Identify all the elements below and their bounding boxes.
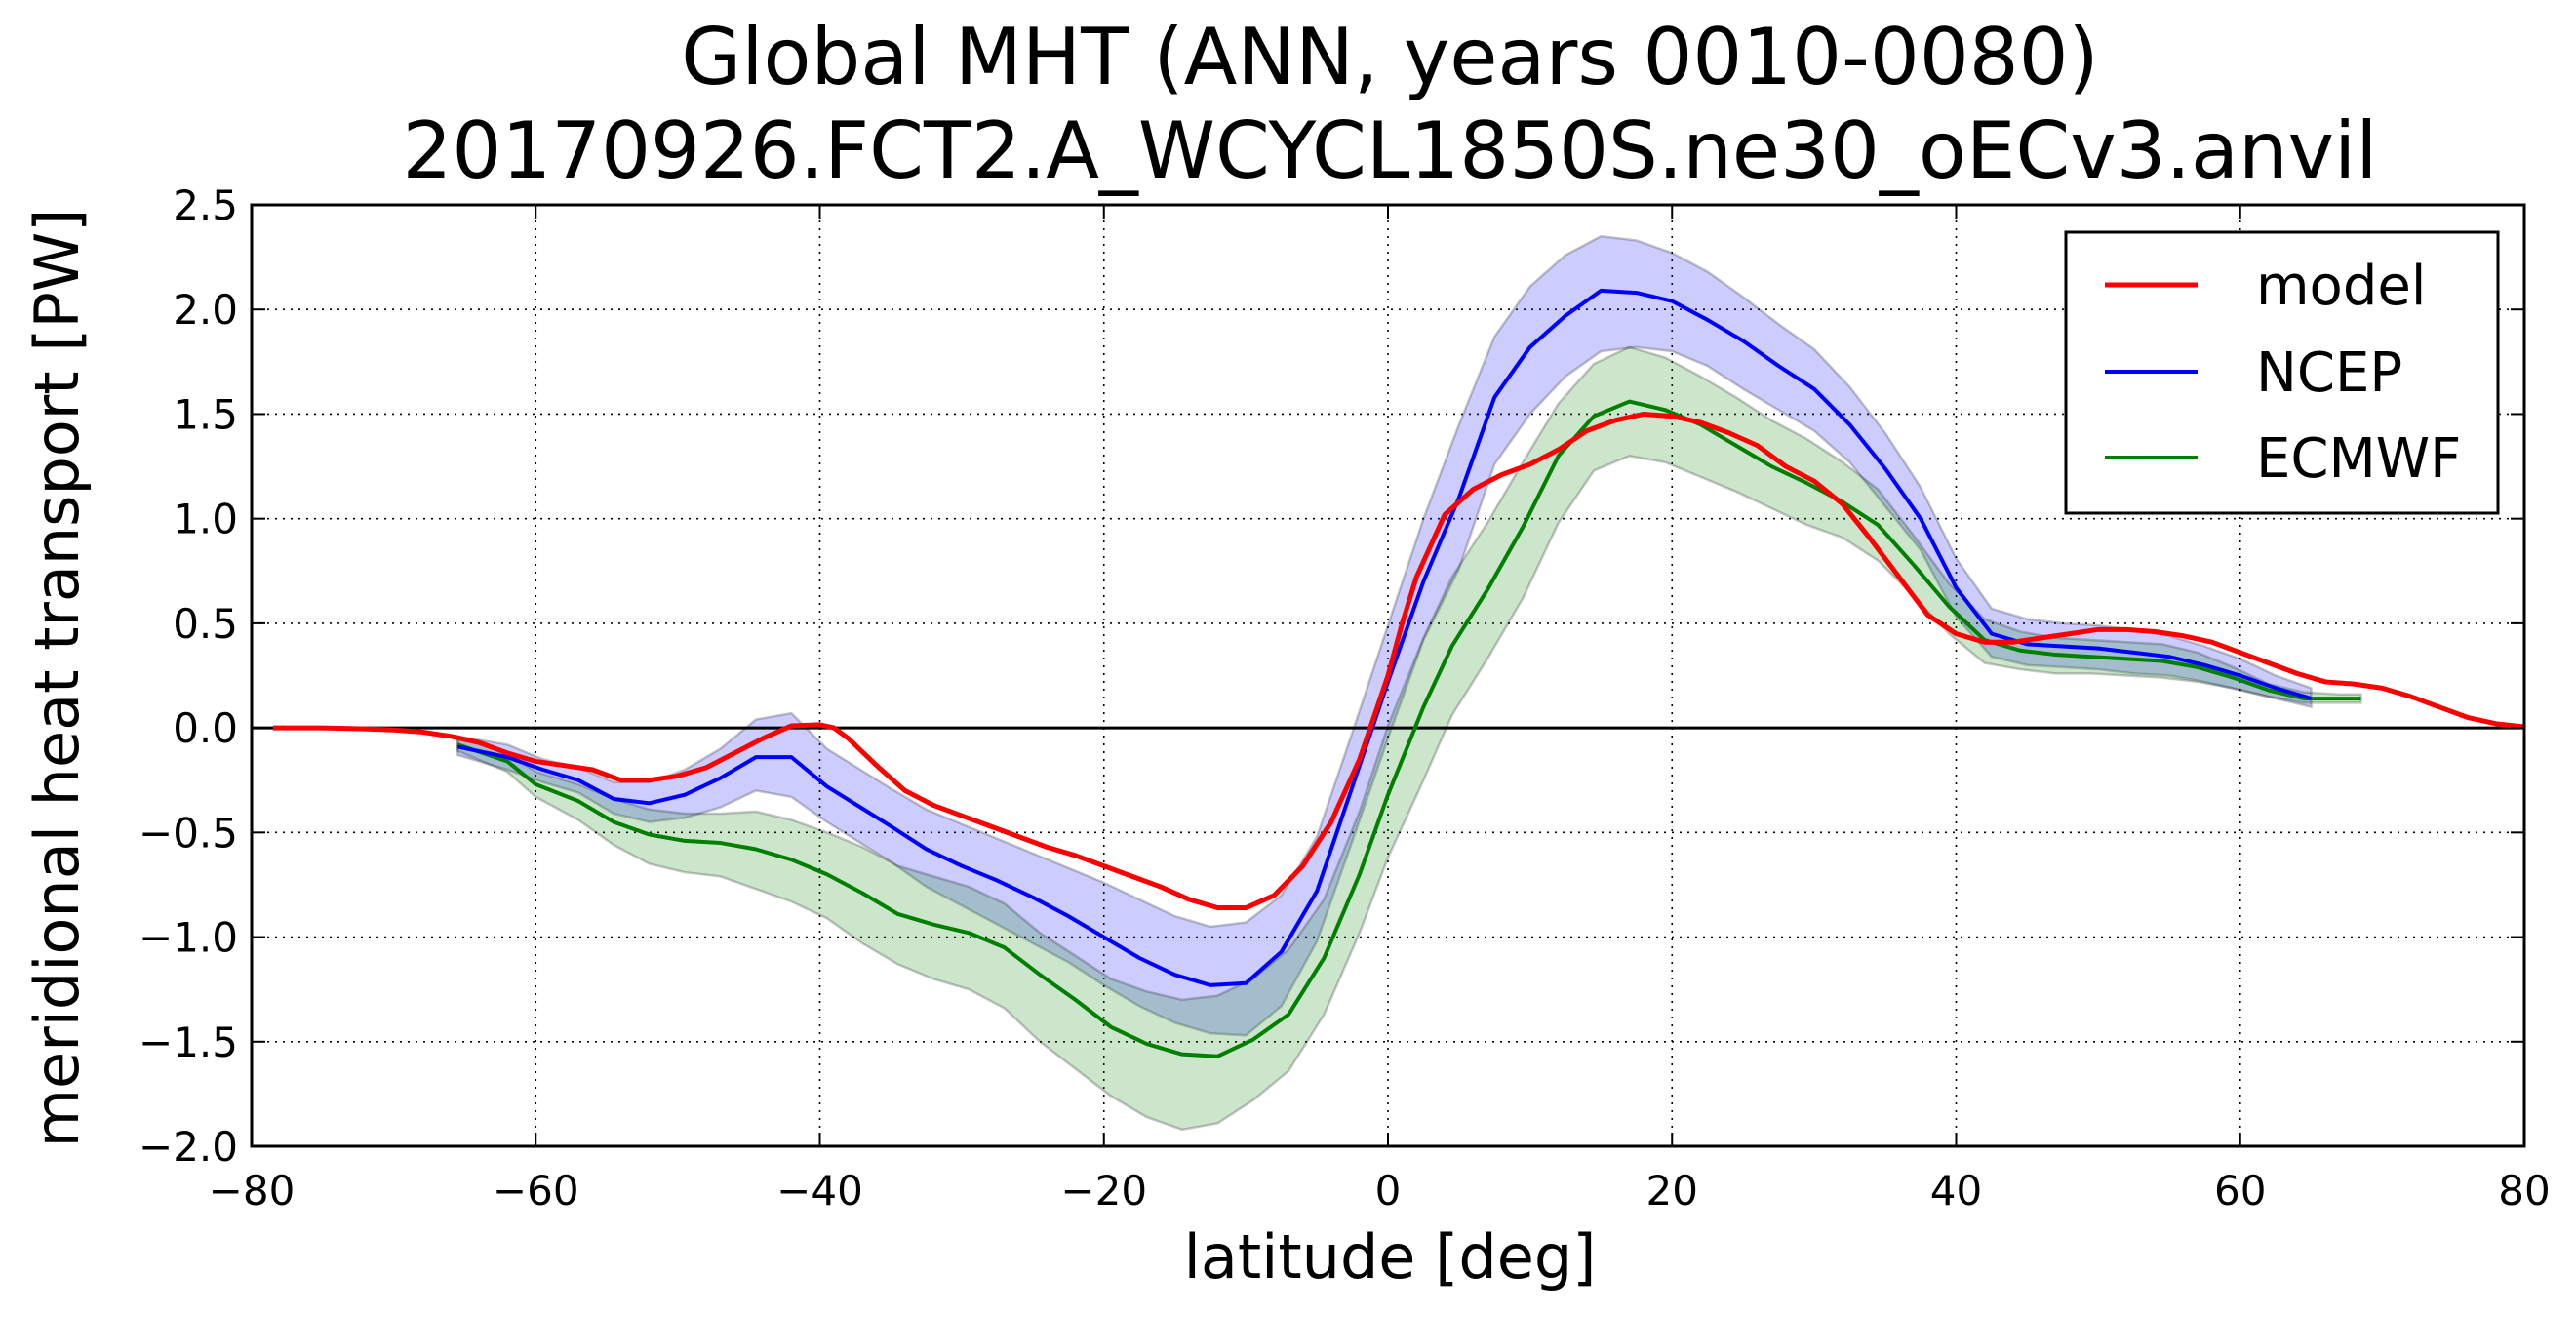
series-line-model [272,411,2525,911]
legend-label-ecmwf: ECMWF [2256,427,2461,491]
y-tick-label: 0.5 [173,600,238,648]
x-tick-label: 80 [2498,1167,2550,1215]
chart-subtitle: 20170926.FCT2.A_WCYCL1850S.ne30_oECv3.an… [403,105,2378,196]
y-tick-label: −1.5 [139,1018,238,1066]
x-axis-ticks: −80 −60 −40 −20 0 20 40 60 80 [209,205,2551,1215]
y-tick-label: 2.0 [173,286,238,334]
x-tick-label: 20 [1646,1167,1698,1215]
legend: model NCEP ECMWF [2064,230,2500,515]
legend-label-ncep: NCEP [2256,341,2402,405]
legend-label-model: model [2256,255,2426,318]
y-axis-ticks: 2.5 2.0 1.5 1.0 0.5 0.0 −0.5 −1.0 −1.5 −2.0 [139,181,2524,1171]
y-axis-label: meridional heat transport [PW] [21,209,93,1148]
series-line-ncep [456,288,2313,987]
series-line-ecmwf [456,399,2361,1058]
x-tick-label: 40 [1930,1167,1982,1215]
band-ncep [456,234,2313,1037]
x-tick-label: 60 [2214,1167,2266,1215]
x-tick-label: 0 [1375,1167,1402,1215]
y-tick-label: −0.5 [139,809,238,857]
y-tick-label: 1.5 [173,390,238,438]
y-tick-label: −2.0 [139,1123,238,1171]
y-tick-label: 1.0 [173,496,238,543]
y-tick-label: 2.5 [173,181,238,229]
y-tick-label: −1.0 [139,914,238,962]
x-axis-label: latitude [deg] [1184,1221,1597,1293]
chart-title: Global MHT (ANN, years 0010-0080) [681,12,2098,102]
x-tick-label: −40 [776,1167,863,1215]
series-lines [272,288,2525,1058]
x-tick-label: −60 [493,1167,579,1215]
y-tick-label: 0.0 [173,704,238,752]
x-tick-label: −20 [1060,1167,1147,1215]
x-tick-label: −80 [209,1167,296,1215]
